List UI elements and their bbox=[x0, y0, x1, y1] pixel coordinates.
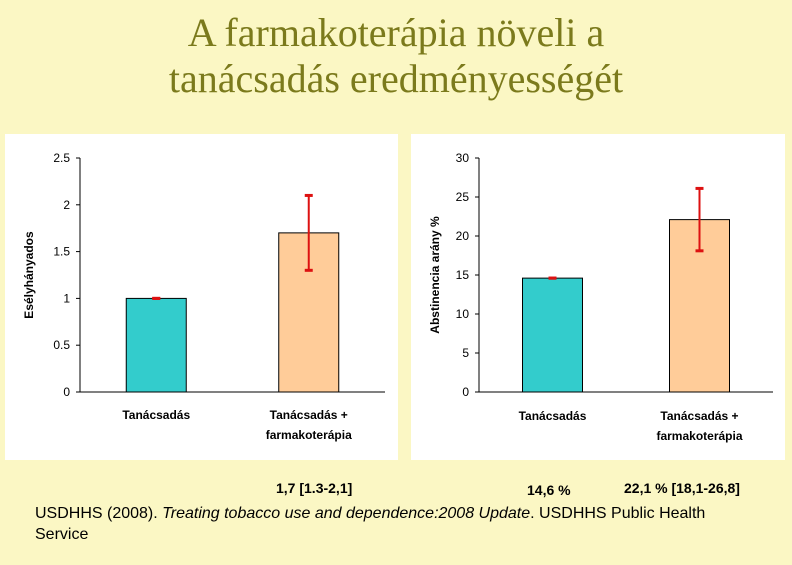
slide-title: A farmakoterápia növeli a tanácsadás ere… bbox=[0, 10, 792, 102]
right-bar2-value-note: 22,1 % [18,1-26,8] bbox=[624, 480, 740, 496]
y-tick-label: 25 bbox=[456, 190, 470, 204]
y-tick-label: 2.5 bbox=[53, 151, 70, 165]
source-prefix: USDHHS (2008). bbox=[35, 505, 163, 522]
x-category-label: Tanácsadás bbox=[122, 408, 190, 422]
odds-ratio-chart-panel: 0 0.5 1 1.5 2 2.5 Esélyhányados Tanácsadás Tanác… bbox=[5, 134, 398, 460]
y-tick-label: 15 bbox=[456, 268, 470, 282]
bar bbox=[125, 297, 187, 393]
title-line-1: A farmakoterápia növeli a bbox=[187, 10, 605, 55]
abstinence-rate-chart-panel: 0 5 10 15 20 25 30 Abstinencia arány % Tanácsadá… bbox=[411, 134, 785, 460]
x-category-label: Tanácsadás bbox=[519, 409, 587, 423]
y-tick-label: 1 bbox=[63, 291, 70, 305]
abstinence-rate-chart: 0 5 10 15 20 25 30 Abstinencia arány % Tanácsadá… bbox=[428, 151, 773, 443]
x-category-label: farmakoterápia bbox=[656, 429, 742, 443]
y-tick-label: 5 bbox=[462, 346, 469, 360]
right-bar1-value-note: 14,6 % bbox=[527, 482, 571, 498]
y-tick-label: 2 bbox=[63, 198, 70, 212]
y-tick-label: 10 bbox=[456, 307, 470, 321]
bar bbox=[522, 277, 583, 393]
odds-ratio-chart: 0 0.5 1 1.5 2 2.5 Esélyhányados Tanácsadás Tanác… bbox=[22, 151, 385, 442]
y-tick-label: 0.5 bbox=[53, 338, 70, 352]
x-category-label: Tanácsadás + bbox=[270, 408, 348, 422]
left-bar2-value-note: 1,7 [1.3-2,1] bbox=[276, 480, 353, 496]
y-tick-label: 0 bbox=[63, 385, 70, 399]
y-axis-title: Esélyhányados bbox=[22, 231, 36, 319]
y-axis-title: Abstinencia arány % bbox=[428, 216, 442, 334]
source-title: Treating tobacco use and dependence:2008… bbox=[162, 505, 531, 522]
x-category-label: farmakoterápia bbox=[266, 428, 352, 442]
x-category-label: Tanácsadás + bbox=[660, 409, 738, 423]
y-tick-label: 0 bbox=[462, 385, 469, 399]
source-suffix: . USDHHS Public Health Service bbox=[35, 505, 706, 543]
y-tick-label: 30 bbox=[456, 151, 470, 165]
y-tick-label: 1.5 bbox=[53, 245, 70, 259]
title-line-2: tanácsadás eredményességét bbox=[168, 56, 624, 101]
source-citation: USDHHS (2008). Treating tobacco use and … bbox=[35, 503, 755, 545]
y-tick-label: 20 bbox=[456, 229, 470, 243]
